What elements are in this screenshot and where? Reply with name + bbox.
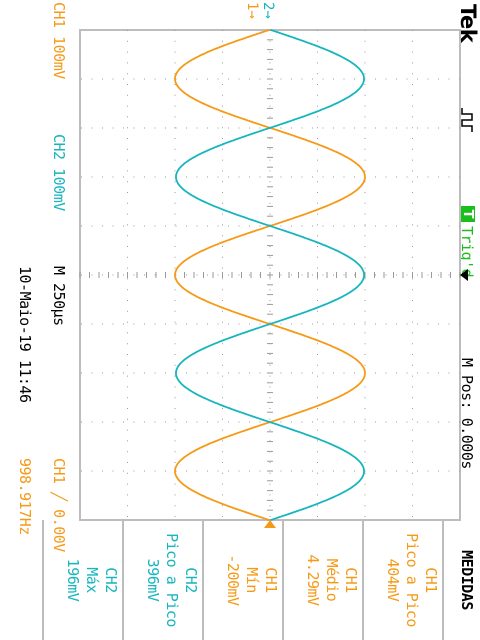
measurement-value: -200mV [224,554,242,606]
divider [362,520,364,640]
marker-layer: 2→1→ [244,2,468,528]
divider [202,520,204,640]
measurement-value: 404mV [384,558,402,602]
measurement-name: Pico a Pico [163,533,181,627]
measurement-name: Mín [243,567,261,593]
measurement-item[interactable]: CH1 Pico a Pico 404mV [383,520,440,640]
measurements-title: MEDIDAS [458,550,476,610]
divider [42,520,44,640]
divider [282,520,284,640]
measurement-item[interactable]: CH2 Pico a Pico 396mV [143,520,200,640]
measurement-channel: CH1 [422,567,440,593]
measurement-value: 4.29mV [304,554,322,606]
acquisition-run-icon [456,108,474,132]
measurement-item[interactable]: CH1 Mín -200mV [223,520,280,640]
waveform-ch1 [174,29,366,521]
waveform-layer [174,29,366,521]
trigger-position-icon [460,269,468,281]
date-time: 10-Maio-19 11:46 [16,266,34,403]
ch2-scale: CH2 100mV [50,134,68,211]
measurements-panel: MEDIDAS CH1 Pico a Pico 404mV CH1 Médio … [0,520,480,640]
ch2-ground-marker: 2→ [260,2,276,19]
waveform-ch2 [175,29,366,521]
measurement-value: 396mV [144,558,162,602]
measurement-value: 196mV [64,558,82,602]
measurement-channel: CH1 [262,567,280,593]
timebase-scale: M 250µs [50,266,68,326]
graticule [79,29,461,521]
measurement-channel: CH1 [342,567,360,593]
trigger-level-icon [264,520,276,528]
divider [442,520,444,640]
measurement-name: Máx [83,567,101,593]
ch1-ground-marker: 1→ [244,2,260,19]
ch1-scale: CH1 100mV [50,2,68,79]
measurement-channel: CH2 [102,567,120,593]
measurement-channel: CH2 [182,567,200,593]
divider [122,520,124,640]
measurement-name: Pico a Pico [403,533,421,627]
measurement-item[interactable]: CH2 Máx 196mV [63,520,120,640]
measurement-item[interactable]: CH1 Médio 4.29mV [303,520,360,640]
measurement-name: Médio [323,558,341,602]
